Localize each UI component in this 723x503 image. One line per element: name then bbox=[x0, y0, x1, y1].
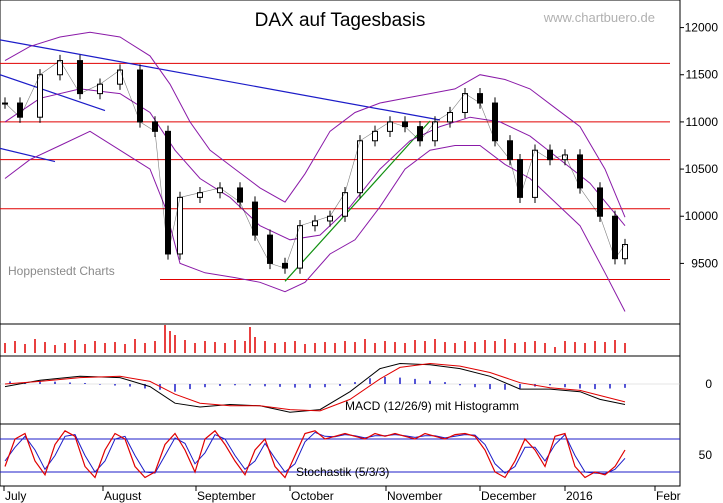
x-axis-tick-label: December bbox=[481, 489, 536, 503]
trendline bbox=[0, 74, 106, 112]
x-axis-tick-label: 2016 bbox=[566, 489, 593, 503]
x-axis-tick-label: October bbox=[291, 489, 334, 503]
price-close-line bbox=[4, 60, 626, 269]
price-candle bbox=[117, 69, 123, 85]
source-label: Hoppenstedt Charts bbox=[8, 264, 115, 278]
price-candle bbox=[342, 192, 348, 217]
price-candle bbox=[577, 154, 583, 189]
trendline bbox=[284, 120, 431, 282]
price-candle bbox=[97, 83, 103, 95]
x-axis-tick-label: November bbox=[387, 489, 442, 503]
price-candle bbox=[432, 121, 438, 142]
stochastic-50-tick: 50 bbox=[699, 448, 713, 462]
price-candle bbox=[507, 140, 513, 161]
price-candle bbox=[252, 201, 258, 236]
macd-line bbox=[4, 362, 626, 413]
price-candle bbox=[357, 140, 363, 194]
macd-zero-tick: 0 bbox=[705, 377, 712, 391]
x-axis-tick-label: July bbox=[5, 489, 26, 503]
price-candle bbox=[297, 225, 303, 269]
x-axis-tick-label: Febr bbox=[656, 489, 681, 503]
stochastic-k-line bbox=[4, 429, 626, 479]
trendline bbox=[0, 147, 56, 163]
price-axis-tick-label: 10000 bbox=[685, 209, 719, 223]
price-candle bbox=[17, 102, 23, 118]
trendline bbox=[0, 39, 441, 121]
price-axis-tick-label: 12000 bbox=[685, 21, 719, 35]
price-candle bbox=[57, 60, 63, 76]
price-candle bbox=[217, 187, 223, 194]
price-axis-tick-label: 11500 bbox=[686, 68, 719, 82]
x-axis-tick-label: September bbox=[197, 489, 256, 503]
macd-label: MACD (12/26/9) mit Histogramm bbox=[345, 399, 519, 413]
price-candle bbox=[237, 187, 243, 203]
x-axis-tick-label: August bbox=[104, 489, 142, 503]
watermark-text: www.chartbuero.de bbox=[543, 10, 655, 25]
price-candle bbox=[492, 102, 498, 142]
price-candle bbox=[37, 74, 43, 118]
chart-title: DAX auf Tagesbasis bbox=[255, 10, 426, 31]
price-candle bbox=[597, 187, 603, 217]
price-axis-tick-label: 10500 bbox=[685, 162, 719, 176]
bollinger-mid-line bbox=[4, 88, 626, 241]
price-candle bbox=[612, 215, 618, 260]
macd-signal-line bbox=[4, 362, 626, 412]
price-candle bbox=[77, 60, 83, 95]
stochastic-label: Stochastik (5/3/3) bbox=[296, 465, 389, 479]
price-candle bbox=[137, 69, 143, 123]
price-candle bbox=[462, 93, 468, 113]
bollinger-lower-line bbox=[4, 130, 626, 312]
price-candle bbox=[532, 149, 538, 198]
price-axis-tick-label: 9500 bbox=[691, 256, 718, 270]
price-axis-tick-label: 11000 bbox=[686, 115, 719, 129]
price-candle bbox=[267, 234, 273, 264]
stochastic-d-line bbox=[4, 431, 626, 475]
bollinger-upper-line bbox=[4, 31, 626, 218]
stochastic-panel bbox=[0, 423, 681, 487]
